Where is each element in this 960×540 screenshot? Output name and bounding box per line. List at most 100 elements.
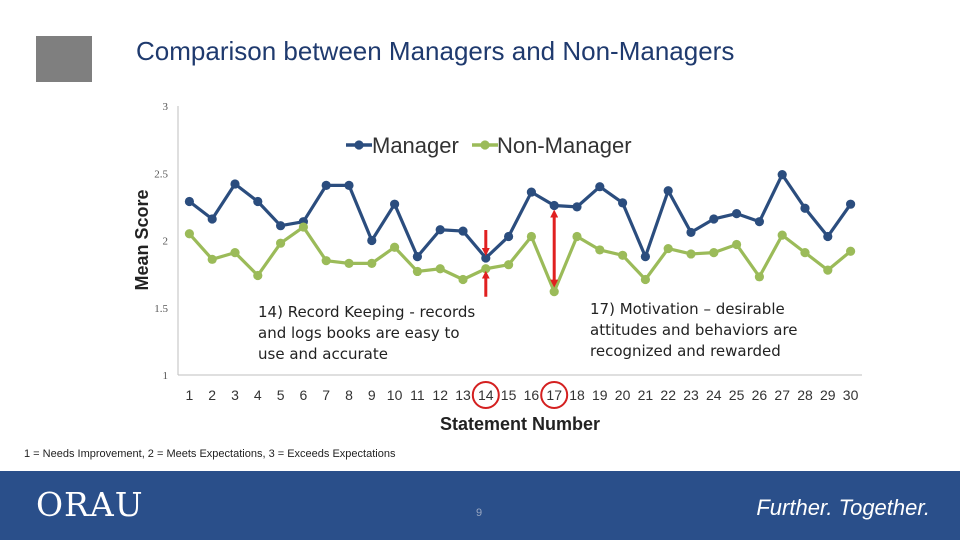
x-tick-label: 24 — [706, 387, 722, 403]
data-point — [458, 274, 468, 285]
data-point — [504, 260, 514, 270]
scale-legend-note: 1 = Needs Improvement, 2 = Meets Expecta… — [24, 448, 396, 460]
data-point — [686, 249, 696, 259]
slide-title: Comparison between Managers and Non-Mana… — [136, 36, 735, 66]
x-tick-label: 11 — [410, 387, 425, 403]
y-axis-label: Mean Score — [132, 189, 152, 290]
data-point — [823, 231, 833, 242]
note-line: recognized and rewarded — [590, 342, 781, 360]
x-tick-label: 8 — [345, 387, 353, 403]
note-line: 17) Motivation – desirable — [590, 300, 785, 318]
legend-label: Manager — [372, 133, 459, 158]
data-point — [754, 272, 765, 282]
x-tick-label: 18 — [569, 387, 585, 403]
data-point — [276, 238, 286, 248]
data-point — [618, 250, 628, 260]
x-tick-label: 23 — [683, 387, 699, 403]
y-tick-label: 1 — [163, 370, 169, 382]
data-point — [663, 243, 673, 254]
x-tick-label: 27 — [774, 387, 790, 403]
data-point — [504, 231, 514, 242]
annotation-statement-17: 17) Motivation – desirable attitudes and… — [590, 299, 798, 362]
annotation-statement-14: 14) Record Keeping - records and logs bo… — [258, 302, 475, 365]
data-point — [800, 248, 810, 258]
x-tick-label: 2 — [208, 387, 216, 403]
data-point — [435, 264, 445, 274]
data-point — [412, 266, 422, 277]
data-point — [732, 239, 742, 250]
data-point — [390, 242, 400, 252]
x-tick-label: 26 — [752, 387, 768, 403]
data-point — [823, 265, 833, 275]
highlight-circle — [471, 381, 500, 409]
data-point — [321, 180, 331, 190]
data-point — [207, 254, 217, 264]
data-point — [640, 274, 651, 285]
data-point — [732, 209, 742, 219]
data-point — [572, 202, 582, 212]
x-tick-label: 29 — [820, 387, 836, 403]
x-tick-label: 10 — [387, 387, 403, 403]
note-line: use and accurate — [258, 345, 388, 363]
orau-logo: ORAU — [36, 485, 144, 524]
data-point — [276, 221, 286, 231]
series-line-manager — [188, 172, 852, 260]
data-point — [754, 217, 765, 227]
data-point — [184, 196, 194, 207]
data-point — [230, 179, 240, 189]
x-tick-label: 25 — [729, 387, 745, 403]
corner-block — [36, 36, 92, 82]
data-point — [549, 287, 559, 297]
x-tick-label: 1 — [186, 387, 194, 403]
data-point — [435, 225, 445, 235]
data-point — [709, 248, 719, 258]
x-tick-label: 12 — [432, 387, 448, 403]
data-point — [572, 231, 582, 242]
data-point — [663, 186, 673, 196]
data-point — [549, 200, 559, 211]
x-tick-label: 9 — [368, 387, 376, 403]
x-tick-label: 20 — [615, 387, 631, 403]
x-tick-label: 4 — [254, 387, 262, 403]
x-tick-label: 15 — [501, 387, 517, 403]
y-tick-label: 2.5 — [154, 168, 168, 180]
data-point — [390, 199, 400, 209]
data-point — [846, 199, 856, 209]
line-chart: 11.522.53 1 2 3 4 5 6 7 8 9 10 11 12 13 14 15 16 17 18 19 2… — [132, 101, 862, 434]
y-tick-label: 1.5 — [154, 303, 168, 315]
data-point — [640, 252, 651, 262]
footer-bar: ORAU 9 Further. Together. — [0, 471, 960, 540]
data-point — [481, 264, 491, 274]
legend-marker — [480, 140, 490, 150]
data-point — [253, 196, 263, 207]
data-point — [709, 214, 719, 224]
data-point — [800, 203, 810, 213]
series-line-non-manager — [188, 225, 852, 294]
data-point — [618, 198, 628, 208]
note-line: 14) Record Keeping - records — [258, 303, 476, 321]
tagline: Further. Together. — [756, 495, 930, 520]
x-tick-label: 14 — [478, 387, 494, 403]
data-point — [458, 226, 468, 236]
data-point — [207, 214, 217, 224]
y-tick-label: 2 — [163, 236, 169, 248]
data-point — [526, 187, 537, 197]
legend-label: Non-Manager — [497, 133, 632, 158]
data-point — [686, 227, 696, 238]
data-point — [298, 222, 308, 232]
x-tick-label: 22 — [660, 387, 676, 403]
x-tick-label: 28 — [797, 387, 813, 403]
data-point — [595, 182, 605, 192]
x-tick-label: 6 — [300, 387, 308, 403]
x-tick-label: 17 — [546, 387, 562, 403]
x-tick-label: 21 — [638, 387, 654, 403]
data-point — [412, 252, 422, 262]
data-point — [344, 258, 354, 268]
data-point — [230, 248, 240, 258]
data-point — [846, 246, 856, 256]
data-point — [253, 270, 263, 281]
data-point — [184, 229, 194, 239]
data-point — [777, 169, 787, 180]
data-point — [367, 235, 377, 246]
note-line: and logs books are easy to — [258, 324, 460, 342]
